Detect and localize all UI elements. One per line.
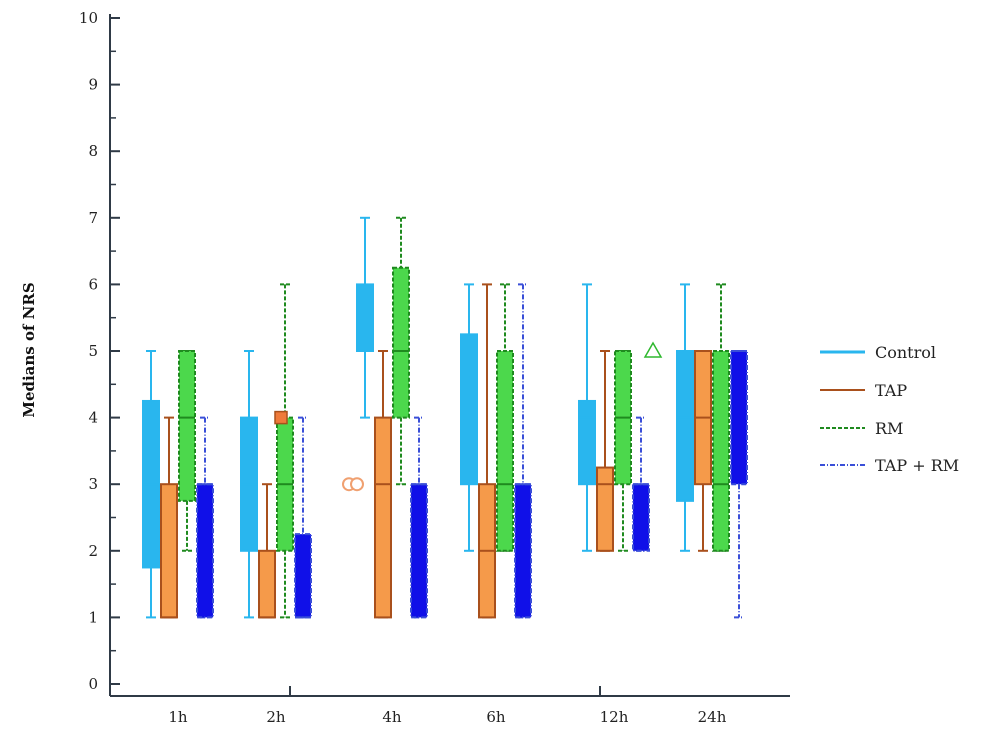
y-tick-label: 6 [88,275,98,293]
box-4-0 [578,283,596,552]
x-tick-label: 12h [600,708,629,726]
box-iqr [632,483,650,552]
box-1-0 [240,350,258,619]
y-tick-label: 2 [88,542,98,560]
boxes [142,216,748,619]
box-3-0 [460,283,478,552]
legend-label: RM [875,419,903,438]
outlier-triangle [643,341,663,358]
box-iqr [410,483,428,619]
box-iqr [356,283,374,352]
box-2-0 [356,216,374,419]
box-3-1 [478,283,496,619]
box-1-3 [294,416,312,619]
box-5-2 [712,283,730,552]
box-2-2 [392,216,410,486]
box-iqr [160,483,178,619]
box-4-2 [614,350,632,552]
x-tick-label: 24h [698,708,727,726]
y-axis-title: Medians of NRS [20,282,38,417]
y-tick-label: 0 [88,675,98,693]
box-4-3 [632,416,650,552]
legend-label: TAP [875,381,907,400]
outlier-circle [350,477,364,492]
box-3-2 [496,283,514,552]
box-iqr [514,483,532,619]
x-ticks: 1h 2h 4h 6h 12h 24h [168,686,727,726]
y-tick-label: 9 [88,76,98,94]
y-tick-label: 3 [88,475,98,493]
box-iqr [596,466,614,552]
box-iqr [196,483,214,619]
x-tick-label: 1h [168,708,188,726]
box-iqr [392,266,410,419]
y-tick-label: 1 [88,608,98,626]
box-5-1 [694,350,712,552]
y-tick-label: 10 [79,9,98,27]
box-2-1 [374,350,392,619]
x-tick-label: 6h [486,708,506,726]
box-iqr [730,350,748,486]
box-0-3 [196,416,214,619]
box-0-2 [178,350,196,552]
x-tick-label: 2h [266,708,286,726]
y-tick-label: 4 [88,409,98,427]
box-iqr [496,350,514,552]
box-2-3 [410,416,428,619]
box-iqr [258,549,276,619]
legend: Control TAP RM TAP + RM [820,343,959,475]
box-5-0 [676,283,694,552]
box-0-1 [160,416,178,619]
y-tick-label: 8 [88,142,98,160]
axes [109,14,790,697]
y-tick-label: 5 [88,342,98,360]
box-5-3 [730,350,748,619]
box-iqr [294,533,312,619]
legend-label: TAP + RM [875,456,959,475]
box-iqr [374,416,392,619]
outlier-square [274,410,288,425]
box-iqr [676,350,694,502]
outliers [274,341,663,492]
y-tick-label: 7 [88,209,98,227]
box-3-3 [514,283,532,619]
box-iqr [712,350,730,552]
legend-label: Control [875,343,936,362]
x-tick-label: 4h [382,708,402,726]
box-iqr [460,333,478,486]
box-iqr [578,399,596,486]
y-ticks: 0 1 2 3 4 5 6 7 8 9 10 [79,9,120,693]
box-4-1 [596,350,614,552]
box-0-0 [142,350,160,619]
box-1-2 [276,283,294,619]
box-iqr [178,350,196,502]
box-1-1 [258,483,276,619]
